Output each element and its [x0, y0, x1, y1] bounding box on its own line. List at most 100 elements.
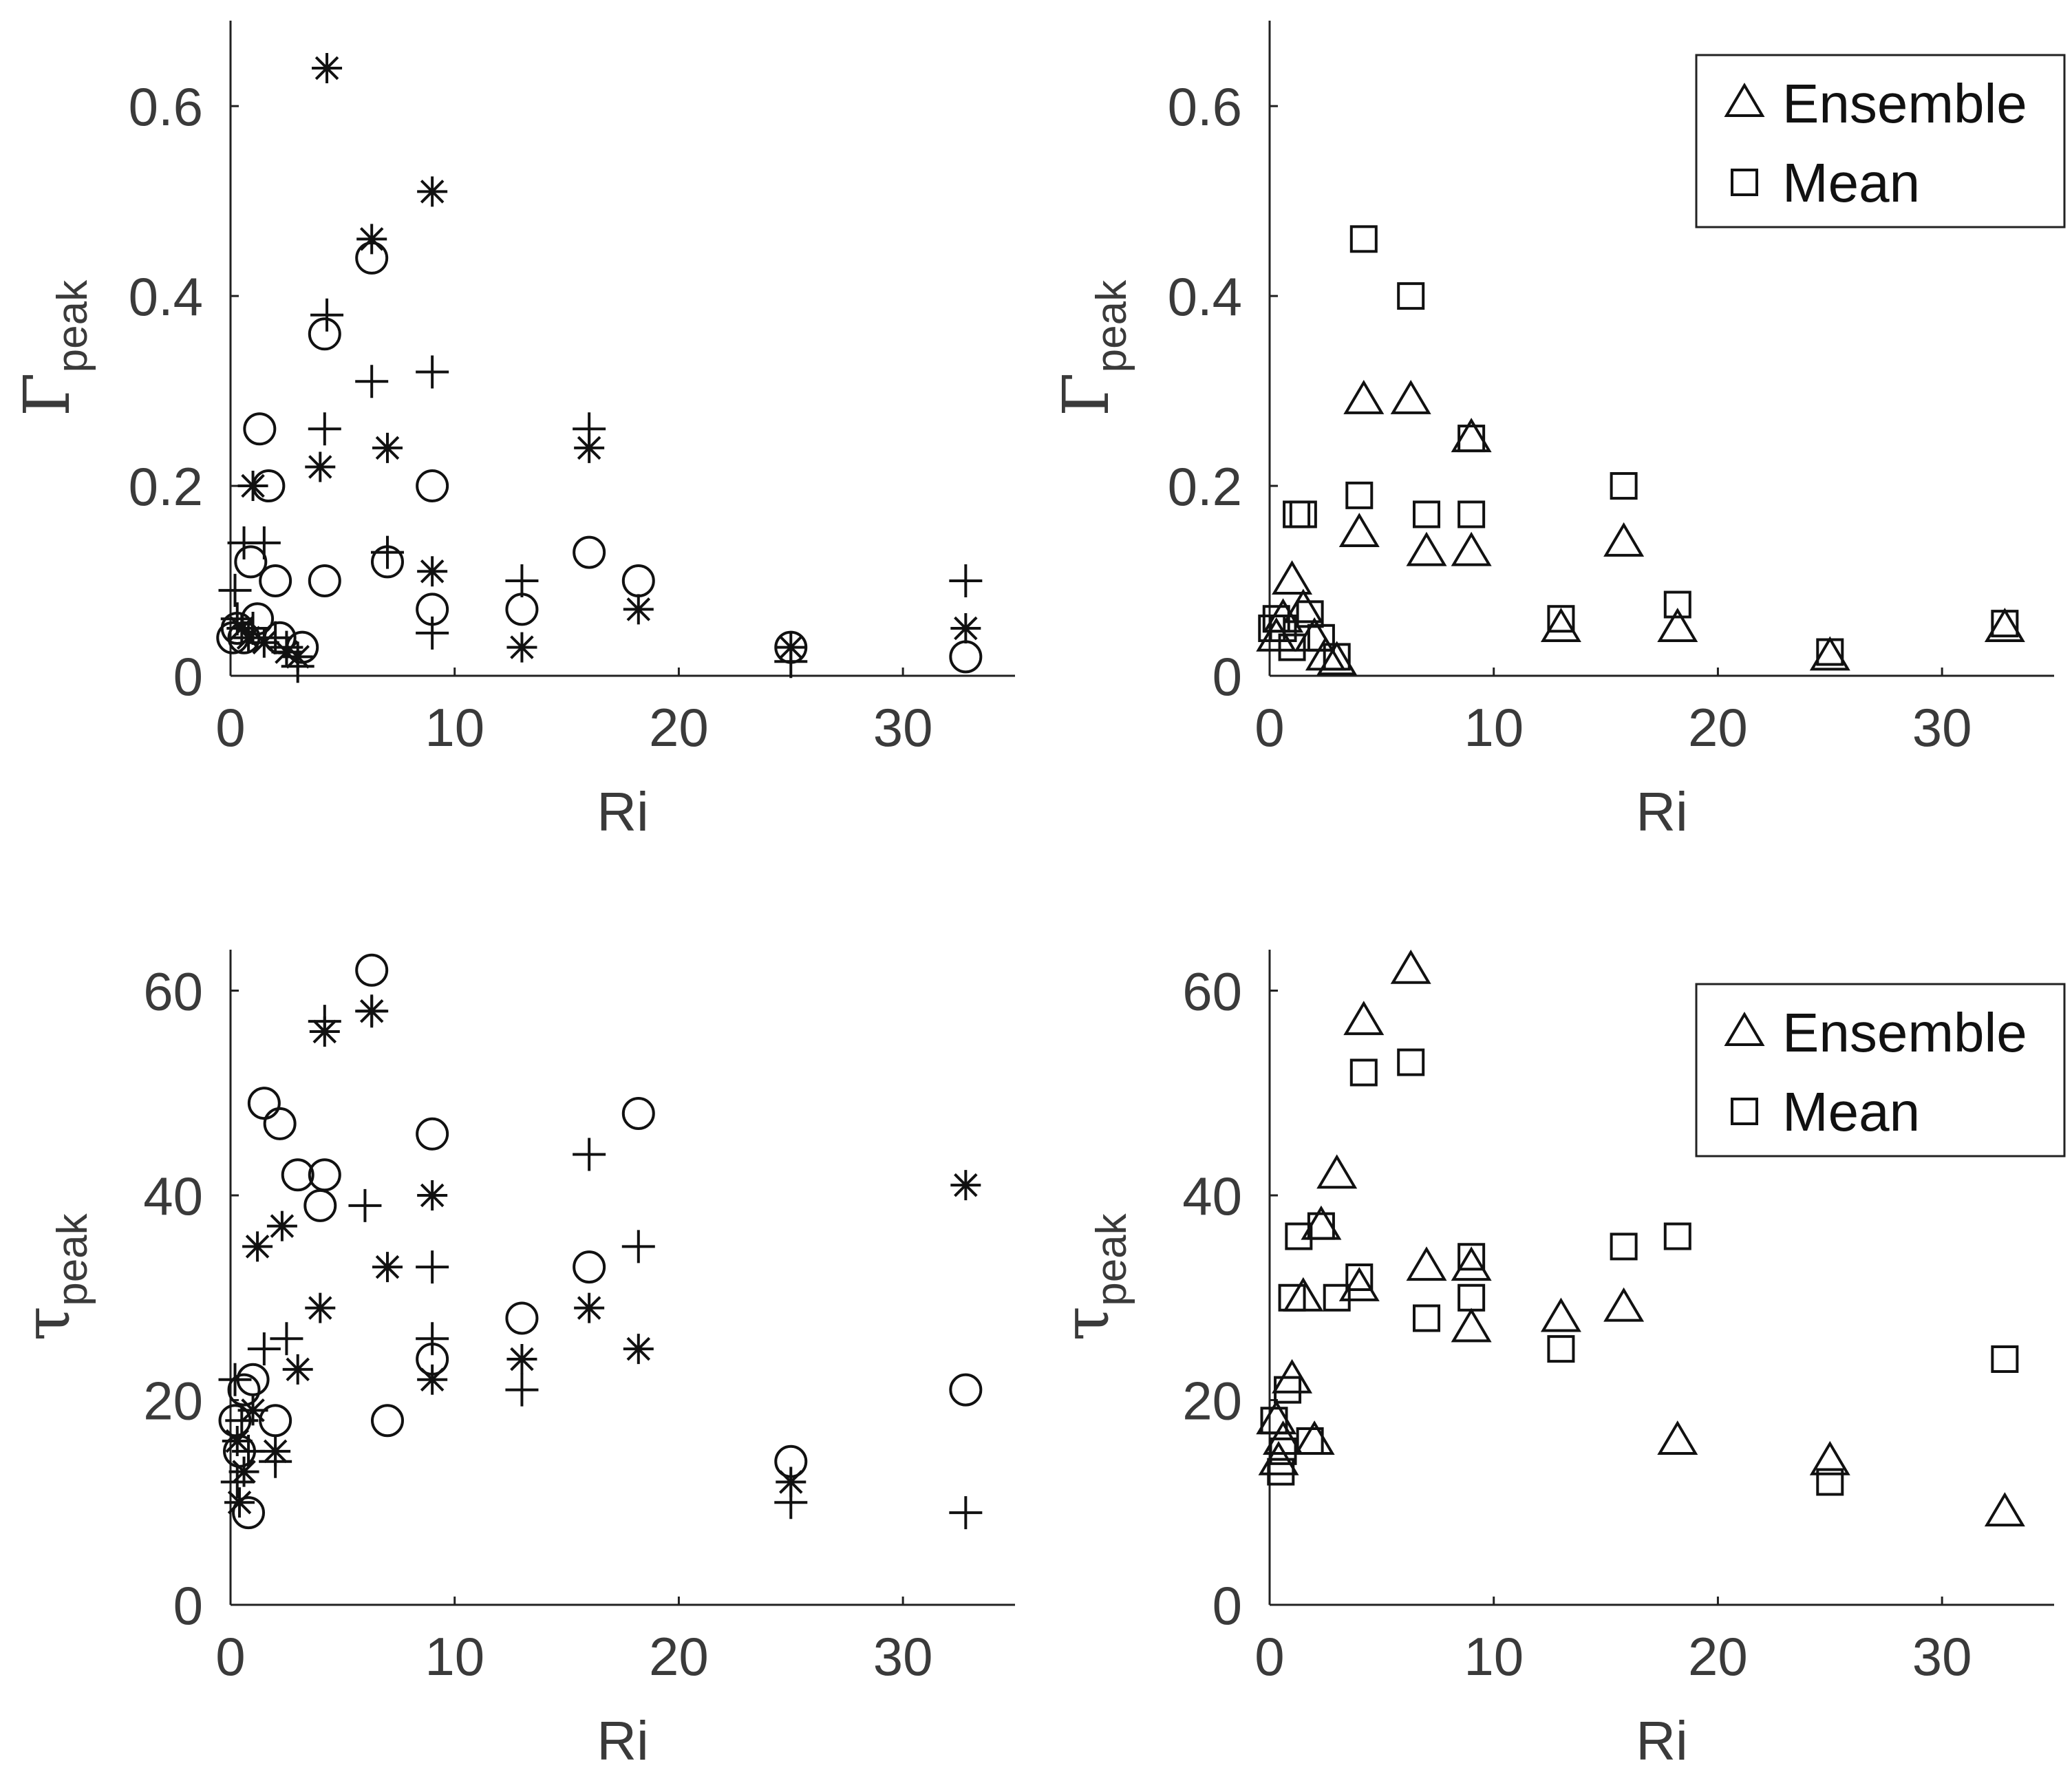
- data-point-square: [1547, 605, 1575, 633]
- data-point-circle: [573, 1250, 606, 1284]
- legend: Ensemble Mean: [1695, 983, 2066, 1158]
- data-point-square: [1397, 282, 1425, 310]
- data-point-circle: [371, 1404, 404, 1438]
- x-tick-label: 0: [1254, 697, 1284, 758]
- y-tick-label: 0: [173, 1575, 203, 1636]
- data-point-square: [1278, 633, 1306, 661]
- data-point-triangle: [1451, 1308, 1492, 1343]
- x-tick-label: 10: [1464, 697, 1524, 758]
- data-point-circle: [216, 621, 250, 654]
- data-point-triangle: [1809, 636, 1850, 671]
- data-point-plus: [949, 564, 983, 598]
- data-point-circle: [505, 1301, 539, 1335]
- data-point-circle: [355, 241, 389, 275]
- data-point-square: [1278, 1283, 1306, 1312]
- data-point-circle: [416, 593, 449, 626]
- data-point-triangle: [1406, 1246, 1447, 1281]
- data-point-triangle: [1390, 949, 1431, 984]
- data-point-plus: [308, 1005, 341, 1038]
- data-point-circle: [355, 953, 389, 987]
- data-point-triangle: [1540, 608, 1581, 643]
- y-axis-label: Γpeak: [1049, 279, 1135, 416]
- data-point-square: [1457, 1243, 1486, 1271]
- data-point-plus: [355, 994, 389, 1028]
- y-axis-subscript: peak: [49, 1213, 96, 1305]
- x-tick-label: 0: [215, 1626, 245, 1687]
- y-tick-label: 0.2: [1168, 456, 1242, 517]
- series-circle: [216, 241, 983, 674]
- y-tick-label: 0.6: [1168, 76, 1242, 137]
- data-point-plus: [225, 1404, 259, 1438]
- data-point-square: [1274, 1376, 1302, 1404]
- data-point-plus: [949, 1496, 983, 1530]
- y-axis-subscript: peak: [49, 279, 96, 372]
- data-point-circle: [621, 1097, 655, 1130]
- x-tick-label: 30: [1912, 697, 1972, 758]
- x-axis-label: Ri: [597, 1710, 649, 1771]
- data-point-asterisk: [950, 613, 981, 644]
- data-point-square: [1610, 1233, 1638, 1261]
- data-point-square: [1413, 500, 1440, 529]
- data-point-plus: [774, 1486, 808, 1519]
- data-point-circle: [416, 1343, 449, 1376]
- data-point-square: [1307, 1212, 1335, 1240]
- y-tick-label: 0.4: [1168, 266, 1242, 327]
- series-plus: [218, 298, 983, 683]
- y-tick-label: 20: [143, 1371, 203, 1431]
- series-circle: [218, 953, 983, 1530]
- data-point-plus: [247, 1332, 281, 1366]
- data-point-triangle: [1272, 560, 1313, 595]
- data-point-asterisk: [417, 1180, 448, 1210]
- data-point-circle: [243, 412, 277, 446]
- data-point-triangle: [1809, 1440, 1850, 1475]
- data-point-circle: [416, 469, 449, 503]
- data-point-square: [1349, 225, 1378, 253]
- legend-marker-triangle: [1724, 1012, 1765, 1046]
- data-point-asterisk: [305, 451, 336, 482]
- panel-top-right: 0 10 20 30 0 0.2 0.4 0.6 Ri Γpeak Ensemble Mean: [1049, 21, 2066, 842]
- data-point-plus: [218, 1363, 252, 1396]
- data-point-square: [1457, 1283, 1486, 1312]
- data-point-asterisk: [372, 432, 403, 463]
- x-tick-label: 30: [873, 1626, 933, 1687]
- legend-box: [1695, 983, 2066, 1158]
- y-tick-label: 40: [143, 1166, 203, 1226]
- data-point-triangle: [1283, 588, 1324, 623]
- data-point-triangle: [1603, 1287, 1645, 1322]
- data-point-plus: [270, 1322, 303, 1356]
- legend-marker-square: [1731, 1098, 1758, 1125]
- data-point-plus: [308, 412, 341, 446]
- data-point-circle: [234, 545, 268, 579]
- data-point-asterisk: [372, 1252, 403, 1283]
- legend-label: Ensemble: [1782, 1002, 2027, 1063]
- data-point-triangle: [1343, 1001, 1385, 1036]
- data-point-plus: [573, 412, 606, 446]
- data-point-plus: [416, 1250, 449, 1284]
- data-point-circle: [286, 630, 319, 664]
- data-point-circle: [227, 1373, 261, 1407]
- data-point-triangle: [1984, 1492, 2025, 1527]
- data-point-triangle: [1451, 1246, 1492, 1281]
- y-axis-symbol: τ: [1049, 1306, 1123, 1341]
- y-tick-label: 0.2: [129, 456, 203, 517]
- data-point-circle: [308, 317, 341, 351]
- series-ensemble: [1256, 379, 2025, 676]
- data-point-plus: [505, 1373, 539, 1407]
- x-axis-label: Ri: [1636, 1710, 1688, 1771]
- data-point-circle: [573, 535, 606, 569]
- data-point-asterisk: [623, 1334, 654, 1365]
- data-point-asterisk: [950, 1170, 981, 1201]
- data-point-plus: [259, 1444, 292, 1478]
- data-point-square: [1663, 1222, 1691, 1250]
- data-point-circle: [303, 1188, 337, 1222]
- data-point-asterisk: [305, 1292, 336, 1323]
- data-point-asterisk: [417, 556, 448, 587]
- x-axis-label: Ri: [1636, 781, 1688, 842]
- series-mean: [1258, 225, 2019, 671]
- data-point-square: [1262, 605, 1290, 633]
- data-point-triangle: [1406, 531, 1447, 566]
- data-point-circle: [949, 640, 983, 674]
- y-tick-label: 0: [173, 646, 203, 707]
- data-point-circle: [621, 564, 655, 598]
- y-tick-label: 60: [1182, 961, 1242, 1022]
